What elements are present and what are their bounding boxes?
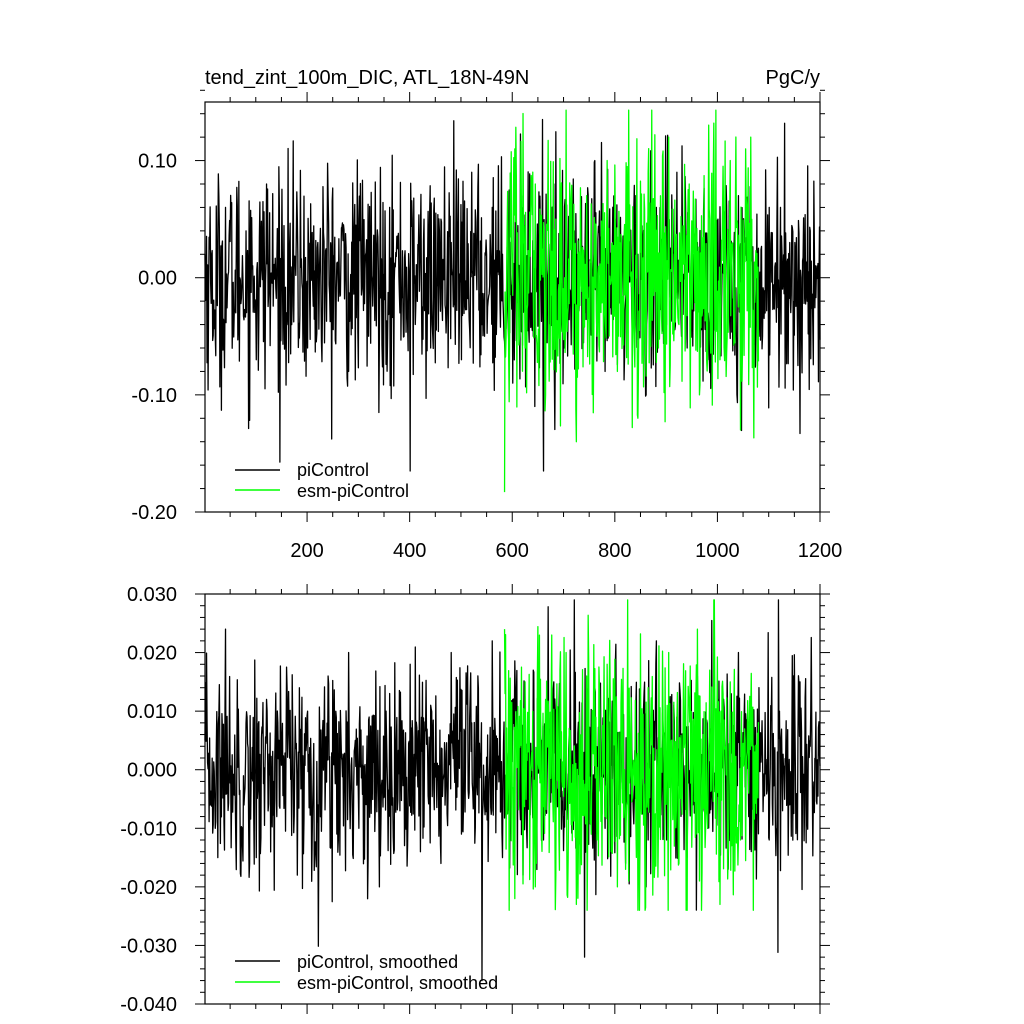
y-tick-label: 0.000	[127, 760, 177, 782]
legend-label-esm-picontrol-smoothed: esm-piControl, smoothed	[297, 973, 498, 993]
legend-label-picontrol: piControl	[297, 460, 369, 480]
y-tick-label: -0.040	[120, 994, 177, 1016]
top-series-group	[204, 109, 821, 493]
chart-title: tend_zint_100m_DIC, ATL_18N-49N	[205, 67, 529, 89]
top-legend: piControl esm-piControl	[235, 460, 409, 501]
series-line-esm-picontrol	[503, 109, 760, 493]
x-tick-label: 1000	[695, 540, 740, 562]
legend-label-esm-picontrol: esm-piControl	[297, 481, 409, 501]
y-tick-label: 0.020	[127, 643, 177, 665]
y-tick-label: -0.030	[120, 935, 177, 957]
y-tick-label: 0.010	[127, 701, 177, 723]
y-tick-label: -0.10	[131, 385, 177, 407]
top-panel: tend_zint_100m_DIC, ATL_18N-49N PgC/y 20…	[131, 67, 842, 562]
y-tick-label: 0.10	[138, 151, 177, 173]
y-tick-label: 0.030	[127, 584, 177, 606]
bottom-legend: piControl, smoothed esm-piControl, smoot…	[235, 952, 498, 993]
x-tick-label: 200	[290, 540, 323, 562]
y-tick-label: -0.20	[131, 502, 177, 524]
units-label: PgC/y	[766, 67, 820, 89]
y-tick-label: -0.020	[120, 877, 177, 899]
top-axes: 200 400 600 800 1000 1200 -0.20 -0.10 0.00 0.10	[131, 89, 843, 562]
legend-label-picontrol-smoothed: piControl, smoothed	[297, 952, 458, 972]
y-tick-label: 0.00	[138, 268, 177, 290]
bottom-panel: -0.040 -0.030 -0.020 -0.010 0.000 0.010 0.020 0…	[120, 584, 830, 1016]
series-line-esm-picontrol-smoothed	[503, 599, 760, 911]
bottom-axes: -0.040 -0.030 -0.020 -0.010 0.000 0.010 0.020 0…	[120, 584, 830, 1016]
x-tick-label: 400	[393, 540, 426, 562]
x-tick-label: 600	[496, 540, 529, 562]
y-tick-label: -0.010	[120, 818, 177, 840]
x-tick-label: 1200	[798, 540, 843, 562]
series-line-picontrol	[204, 118, 821, 472]
x-tick-label: 800	[598, 540, 631, 562]
bottom-series-group	[204, 599, 821, 982]
